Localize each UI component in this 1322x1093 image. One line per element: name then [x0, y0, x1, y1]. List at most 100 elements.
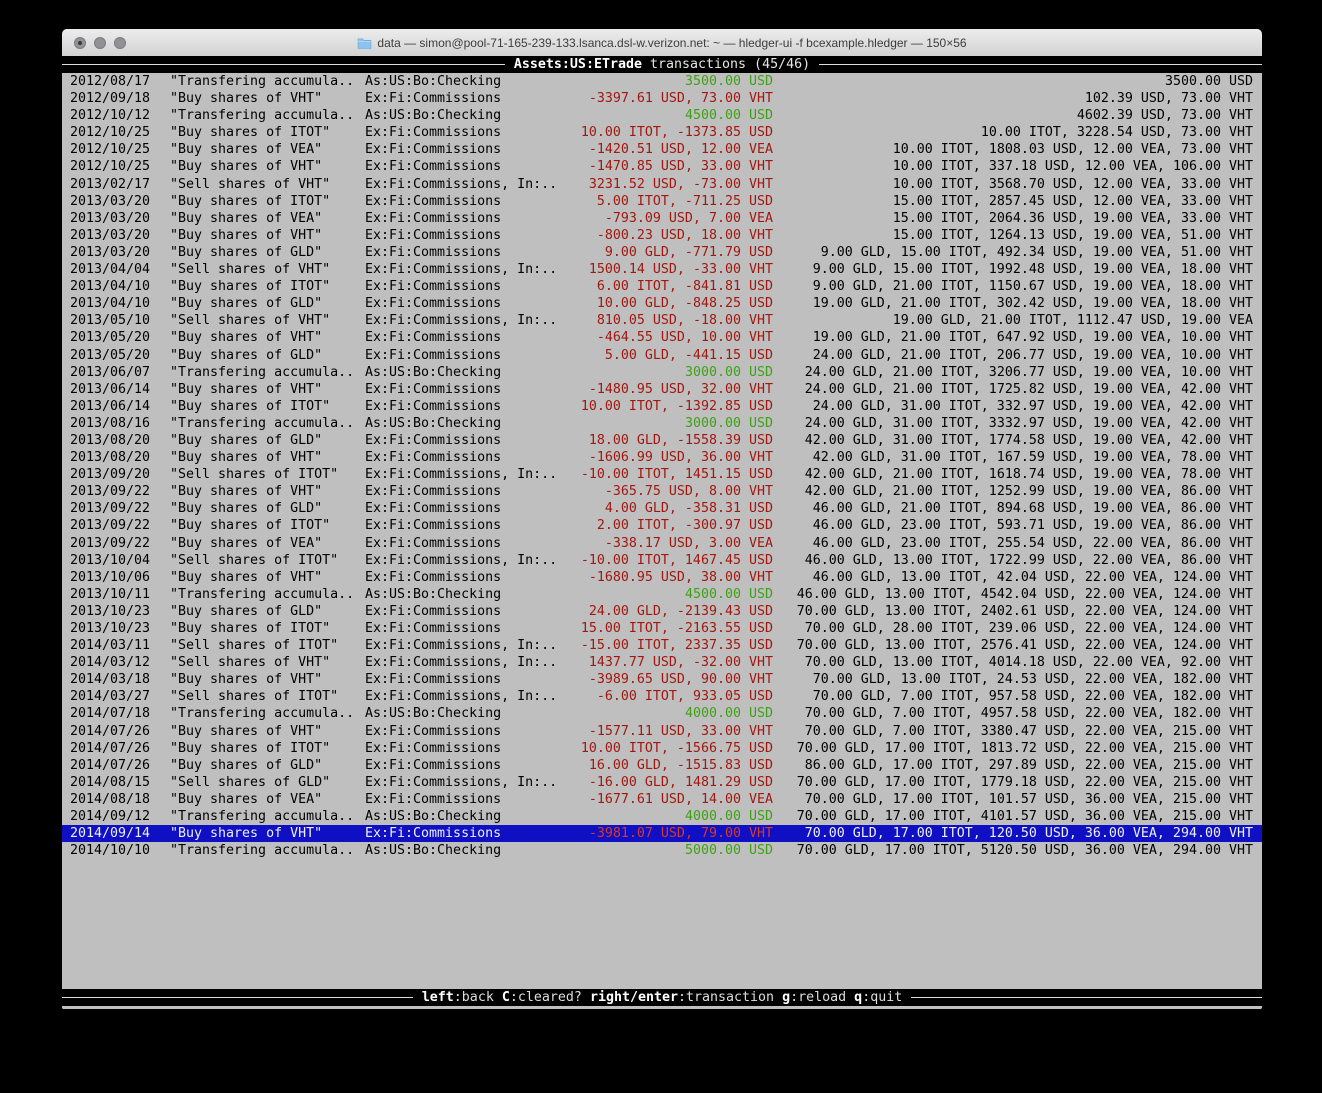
transaction-row[interactable]: 2014/07/18 "Transfering accumula.. As:US… — [62, 705, 1262, 722]
transaction-date: 2012/10/25 — [70, 142, 151, 158]
transaction-row[interactable]: 2013/09/22 "Buy shares of ITOT" Ex:Fi:Co… — [62, 517, 1262, 534]
transaction-list: 2012/08/17 "Transfering accumula.. As:US… — [62, 73, 1262, 989]
transaction-change-amount: 10.00 ITOT, -1392.85 USD — [580, 398, 773, 414]
transaction-change-amount: 4000.00 USD — [684, 809, 773, 825]
zoom-button[interactable] — [114, 36, 126, 49]
transaction-row[interactable]: 2013/04/04 "Sell shares of VHT" Ex:Fi:Co… — [62, 261, 1262, 278]
transaction-row[interactable]: 2013/02/17 "Sell shares of VHT" Ex:Fi:Co… — [62, 176, 1262, 193]
minimize-button[interactable] — [94, 36, 106, 49]
transaction-row[interactable]: 2013/04/10 "Buy shares of GLD" Ex:Fi:Com… — [62, 295, 1262, 312]
transaction-row[interactable]: 2014/07/26 "Buy shares of VHT" Ex:Fi:Com… — [62, 723, 1262, 740]
transaction-date: 2014/07/26 — [70, 740, 151, 756]
transaction-other-accounts: Ex:Fi:Commissions — [365, 347, 502, 363]
transaction-description: "Buy shares of VHT" — [170, 381, 323, 397]
transaction-change-amount: 4000.00 USD — [684, 706, 773, 722]
transaction-row[interactable]: 2013/03/20 "Buy shares of VEA" Ex:Fi:Com… — [62, 210, 1262, 227]
screen-subtitle: transactions (45/46) — [641, 57, 811, 72]
transaction-running-balance: 46.00 GLD, 13.00 ITOT, 4542.04 USD, 22.0… — [796, 586, 1253, 602]
transaction-row[interactable]: 2012/10/12 "Transfering accumula.. As:US… — [62, 107, 1262, 124]
transaction-row[interactable]: 2013/10/06 "Buy shares of VHT" Ex:Fi:Com… — [62, 569, 1262, 586]
transaction-description: "Sell shares of ITOT" — [170, 689, 339, 705]
transaction-change-amount: 3500.00 USD — [684, 74, 773, 89]
transaction-row[interactable]: 2013/05/20 "Buy shares of GLD" Ex:Fi:Com… — [62, 347, 1262, 364]
transaction-row[interactable]: 2013/03/20 "Buy shares of ITOT" Ex:Fi:Co… — [62, 193, 1262, 210]
transaction-row[interactable]: 2014/08/15 "Sell shares of GLD" Ex:Fi:Co… — [62, 774, 1262, 791]
transaction-row[interactable]: 2014/07/26 "Buy shares of GLD" Ex:Fi:Com… — [62, 757, 1262, 774]
transaction-other-accounts: Ex:Fi:Commissions — [365, 91, 502, 107]
transaction-row[interactable]: 2013/05/20 "Buy shares of VHT" Ex:Fi:Com… — [62, 329, 1262, 346]
transaction-running-balance: 15.00 ITOT, 2064.36 USD, 19.00 VEA, 33.0… — [892, 210, 1253, 226]
transaction-description: "Buy shares of ITOT" — [170, 193, 331, 209]
transaction-running-balance: 10.00 ITOT, 3228.54 USD, 73.00 VHT — [980, 125, 1253, 141]
transaction-other-accounts: Ex:Fi:Commissions — [365, 535, 502, 551]
transaction-row[interactable]: 2014/03/18 "Buy shares of VHT" Ex:Fi:Com… — [62, 671, 1262, 688]
transaction-row[interactable]: 2014/09/12 "Transfering accumula.. As:US… — [62, 808, 1262, 825]
transaction-row[interactable]: 2013/10/23 "Buy shares of ITOT" Ex:Fi:Co… — [62, 620, 1262, 637]
transaction-change-amount: 4500.00 USD — [684, 108, 773, 124]
transaction-description: "Buy shares of VHT" — [170, 159, 323, 175]
transaction-row[interactable]: 2013/09/22 "Buy shares of VHT" Ex:Fi:Com… — [62, 483, 1262, 500]
transaction-date: 2014/07/26 — [70, 723, 151, 739]
transaction-description: "Buy shares of GLD" — [170, 347, 323, 363]
transaction-change-amount: -15.00 ITOT, 2337.35 USD — [580, 638, 773, 654]
transaction-row[interactable]: 2013/06/07 "Transfering accumula.. As:US… — [62, 364, 1262, 381]
transaction-other-accounts: Ex:Fi:Commissions — [365, 398, 502, 414]
transaction-row[interactable]: 2013/08/20 "Buy shares of GLD" Ex:Fi:Com… — [62, 432, 1262, 449]
transaction-running-balance: 19.00 GLD, 21.00 ITOT, 647.92 USD, 19.00… — [812, 330, 1253, 346]
transaction-other-accounts: Ex:Fi:Commissions — [365, 330, 502, 346]
transaction-row[interactable]: 2012/08/17 "Transfering accumula.. As:US… — [62, 73, 1262, 90]
transaction-row[interactable]: 2013/03/20 "Buy shares of VHT" Ex:Fi:Com… — [62, 227, 1262, 244]
transaction-row[interactable]: 2013/09/22 "Buy shares of VEA" Ex:Fi:Com… — [62, 535, 1262, 552]
transaction-row[interactable]: 2013/08/16 "Transfering accumula.. As:US… — [62, 415, 1262, 432]
transaction-row[interactable]: 2013/08/20 "Buy shares of VHT" Ex:Fi:Com… — [62, 449, 1262, 466]
transaction-change-amount: 4500.00 USD — [684, 586, 773, 602]
close-button[interactable] — [74, 36, 86, 49]
transaction-row[interactable]: 2013/10/04 "Sell shares of ITOT" Ex:Fi:C… — [62, 552, 1262, 569]
transaction-row[interactable]: 2014/10/10 "Transfering accumula.. As:US… — [62, 842, 1262, 859]
transaction-description: "Buy shares of VHT" — [170, 227, 323, 243]
help-item-g: g:reload — [782, 990, 847, 1005]
transaction-other-accounts: Ex:Fi:Commissions — [365, 227, 502, 243]
transaction-other-accounts: Ex:Fi:Commissions, In:.. — [365, 774, 558, 790]
transaction-running-balance: 42.00 GLD, 31.00 ITOT, 1774.58 USD, 19.0… — [804, 432, 1253, 448]
transaction-row[interactable]: 2013/03/20 "Buy shares of GLD" Ex:Fi:Com… — [62, 244, 1262, 261]
transaction-description: "Buy shares of ITOT" — [170, 398, 331, 414]
transaction-row[interactable]: 2014/03/27 "Sell shares of ITOT" Ex:Fi:C… — [62, 688, 1262, 705]
transaction-row[interactable]: 2014/08/18 "Buy shares of VEA" Ex:Fi:Com… — [62, 791, 1262, 808]
transaction-date: 2013/06/14 — [70, 398, 151, 414]
transaction-row[interactable]: 2014/07/26 "Buy shares of ITOT" Ex:Fi:Co… — [62, 740, 1262, 757]
transaction-row[interactable]: 2012/10/25 "Buy shares of ITOT" Ex:Fi:Co… — [62, 124, 1262, 141]
transaction-row[interactable]: 2012/10/25 "Buy shares of VHT" Ex:Fi:Com… — [62, 158, 1262, 175]
transaction-other-accounts: Ex:Fi:Commissions — [365, 826, 502, 842]
transaction-other-accounts: Ex:Fi:Commissions — [365, 210, 502, 226]
transaction-row[interactable]: 2013/06/14 "Buy shares of ITOT" Ex:Fi:Co… — [62, 398, 1262, 415]
transaction-date: 2013/03/20 — [70, 193, 151, 209]
transaction-row[interactable]: 2013/06/14 "Buy shares of VHT" Ex:Fi:Com… — [62, 381, 1262, 398]
transaction-date: 2014/03/11 — [70, 638, 151, 654]
transaction-description: "Buy shares of VEA" — [170, 210, 323, 226]
transaction-change-amount: -1677.61 USD, 14.00 VEA — [588, 791, 773, 807]
transaction-running-balance: 70.00 GLD, 13.00 ITOT, 24.53 USD, 22.00 … — [812, 672, 1253, 688]
transaction-row[interactable]: 2014/03/12 "Sell shares of VHT" Ex:Fi:Co… — [62, 654, 1262, 671]
transaction-running-balance: 70.00 GLD, 7.00 ITOT, 957.58 USD, 22.00 … — [812, 689, 1253, 705]
transaction-change-amount: -1420.51 USD, 12.00 VEA — [588, 142, 773, 158]
transaction-row[interactable]: 2013/10/23 "Buy shares of GLD" Ex:Fi:Com… — [62, 603, 1262, 620]
transaction-date: 2013/06/14 — [70, 381, 151, 397]
transaction-date: 2013/08/20 — [70, 450, 151, 466]
transaction-row[interactable]: 2014/09/14 "Buy shares of VHT" Ex:Fi:Com… — [62, 825, 1262, 843]
titlebar[interactable]: data — simon@pool-71-165-239-133.lsanca.… — [62, 29, 1262, 57]
transaction-row[interactable]: 2013/10/11 "Transfering accumula.. As:US… — [62, 586, 1262, 603]
transaction-date: 2013/09/22 — [70, 518, 151, 534]
transaction-row[interactable]: 2013/05/10 "Sell shares of VHT" Ex:Fi:Co… — [62, 312, 1262, 329]
transaction-other-accounts: Ex:Fi:Commissions — [365, 125, 502, 141]
transaction-row[interactable]: 2013/04/10 "Buy shares of ITOT" Ex:Fi:Co… — [62, 278, 1262, 295]
transaction-row[interactable]: 2013/09/22 "Buy shares of GLD" Ex:Fi:Com… — [62, 500, 1262, 517]
transaction-change-amount: -3989.65 USD, 90.00 VHT — [588, 672, 773, 688]
transaction-row[interactable]: 2013/09/20 "Sell shares of ITOT" Ex:Fi:C… — [62, 466, 1262, 483]
transaction-row[interactable]: 2012/10/25 "Buy shares of VEA" Ex:Fi:Com… — [62, 141, 1262, 158]
transaction-row[interactable]: 2014/03/11 "Sell shares of ITOT" Ex:Fi:C… — [62, 637, 1262, 654]
transaction-description: "Buy shares of VHT" — [170, 450, 323, 466]
transaction-other-accounts: As:US:Bo:Checking — [365, 843, 502, 859]
transaction-row[interactable]: 2012/09/18 "Buy shares of VHT" Ex:Fi:Com… — [62, 90, 1262, 107]
transaction-running-balance: 102.39 USD, 73.00 VHT — [1084, 91, 1253, 107]
